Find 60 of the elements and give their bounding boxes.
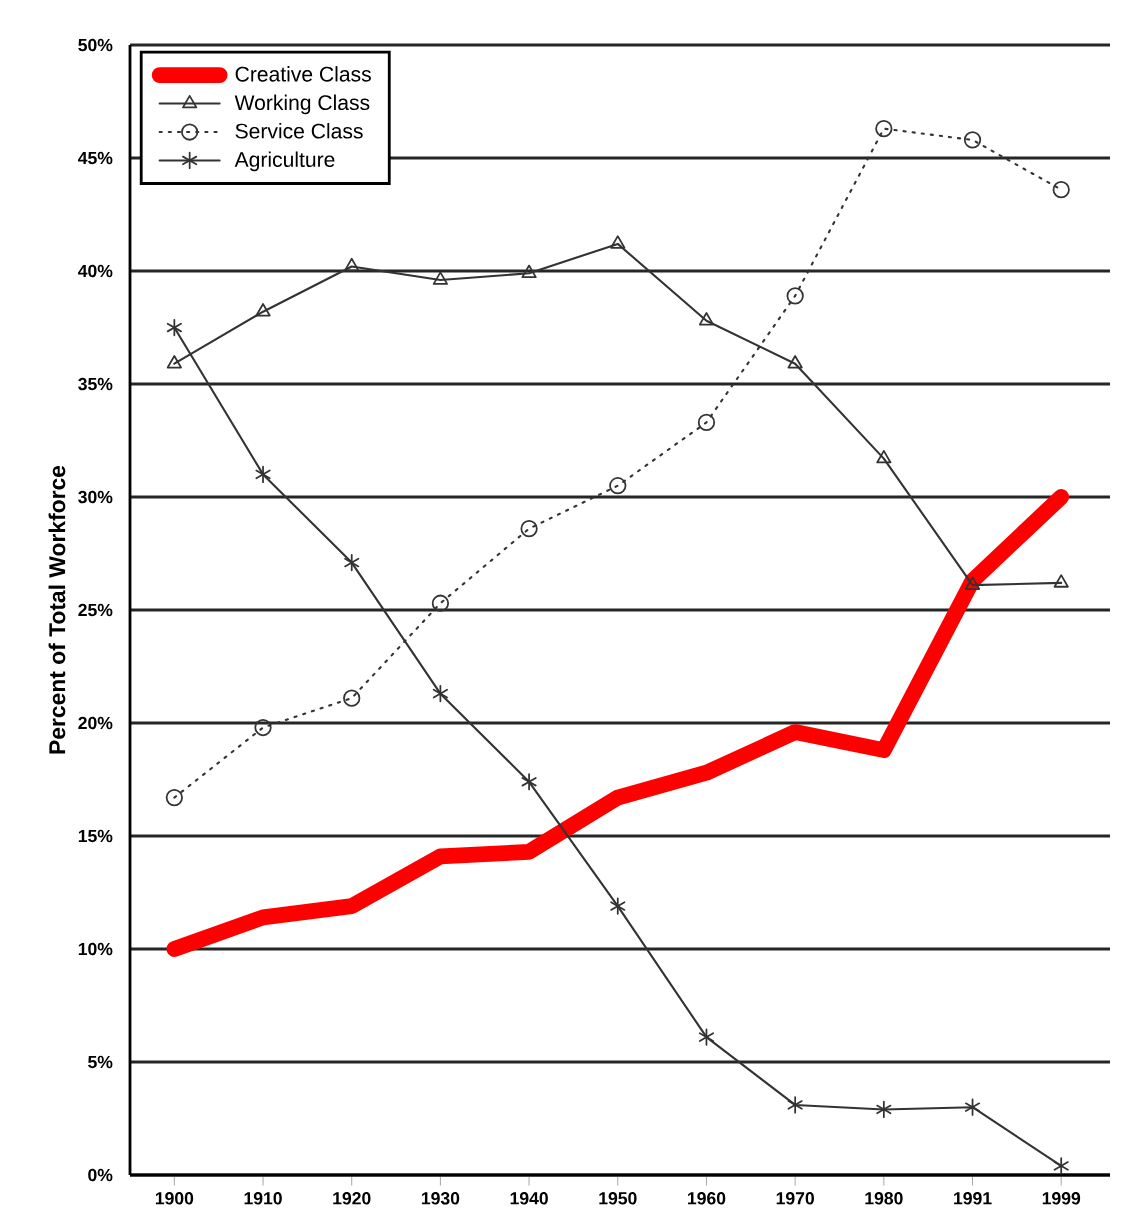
point [254, 718, 272, 737]
point [964, 576, 981, 590]
point [610, 235, 626, 249]
point [344, 553, 360, 572]
x-tick-label: 1920 [333, 1192, 371, 1205]
point [343, 689, 361, 707]
point [521, 264, 537, 279]
y-tick-label: 35% [78, 377, 113, 391]
y-tick-label: 50% [78, 38, 113, 52]
x-tick-label: 1999 [1042, 1192, 1081, 1205]
point [255, 303, 271, 317]
y-tick-label: 10% [78, 942, 113, 956]
x-tick-label: 1910 [244, 1192, 282, 1205]
y-tick-label: 15% [78, 829, 113, 843]
point [876, 1100, 892, 1119]
y-tick-label: 45% [78, 151, 113, 165]
y-tick-label: 30% [78, 490, 113, 504]
x-tick-label: 1960 [688, 1192, 726, 1205]
point [1052, 181, 1070, 199]
point [432, 685, 448, 703]
legend-label: Creative Class [235, 66, 371, 82]
point [963, 131, 982, 149]
y-tick-label: 25% [78, 603, 113, 617]
y-tick-label: 40% [78, 264, 113, 278]
point [520, 520, 538, 538]
legend-label: Service Class [235, 123, 363, 139]
point [787, 1096, 803, 1114]
point [255, 465, 271, 484]
point [875, 120, 893, 138]
y-tick-label: 20% [78, 716, 113, 730]
point [610, 897, 626, 915]
point [698, 1028, 715, 1046]
point [521, 773, 537, 791]
point [609, 477, 627, 495]
point [431, 594, 450, 612]
point [165, 788, 183, 807]
y-tick-label: 0% [88, 1168, 113, 1182]
legend-label: Working Class [234, 94, 370, 115]
y-tick-label: 5% [88, 1055, 113, 1069]
y-axis-title: Percent of Total Workforce [48, 465, 66, 754]
point [432, 271, 448, 285]
point [786, 287, 804, 305]
point [787, 355, 803, 369]
point [1053, 1157, 1069, 1175]
point [344, 257, 360, 272]
x-tick-label: 1991 [954, 1192, 992, 1205]
point [1053, 574, 1069, 588]
point [166, 355, 182, 369]
x-tick-label: 1940 [510, 1192, 548, 1205]
x-tick-label: 1900 [155, 1192, 194, 1205]
point [697, 413, 716, 432]
x-tick-label: 1950 [599, 1192, 637, 1205]
legend-label: Agriculture [234, 151, 335, 172]
x-tick-label: 1970 [776, 1192, 814, 1205]
point [698, 312, 715, 326]
point [166, 318, 182, 337]
x-tick-label: 1930 [421, 1192, 460, 1205]
x-tick-label: 1980 [865, 1192, 903, 1205]
point [964, 1098, 981, 1116]
point [876, 449, 892, 464]
